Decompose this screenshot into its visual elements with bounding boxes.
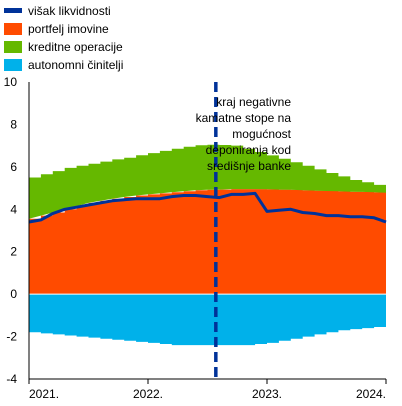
line-series xyxy=(28,191,387,224)
legend-swatch-3 xyxy=(4,8,22,13)
y-tick-label-6: 8 xyxy=(10,117,17,131)
legend-label-3: višak likvidnosti xyxy=(28,4,111,18)
legend-label-1: kreditne operacije xyxy=(28,40,123,54)
annotation-line-0: kraj negativne xyxy=(216,95,291,109)
x-tick-label-0: 2021. xyxy=(29,387,59,401)
x-tick-label-1: 2022. xyxy=(133,387,163,401)
legend-label-2: autonomni činitelji xyxy=(28,58,123,72)
x-tick-label-2: 2023. xyxy=(252,387,282,401)
y-tick-label-3: 2 xyxy=(10,245,17,259)
legend-label-0: portfelj imovine xyxy=(28,22,109,36)
annotation-group: kraj negativne kamatne stope na mogućnost d… xyxy=(196,95,292,173)
x-tick-label-3: 2024. xyxy=(356,387,386,401)
y-tick-label-1: -2 xyxy=(6,330,17,344)
annotation-line-4: središnje banke xyxy=(207,159,291,173)
y-tick-label-5: 6 xyxy=(10,160,17,174)
legend: višak likvidnosti portfelj imovine kreditn… xyxy=(4,4,123,72)
y-axis: -4 -2 0 2 4 6 8 10 xyxy=(4,75,30,386)
legend-swatch-0 xyxy=(4,23,22,35)
x-axis: 2021. 2022. 2023. 2024. xyxy=(28,378,387,401)
plot-areas xyxy=(29,144,386,346)
annotation-line-1: kamatne stope na xyxy=(196,111,292,125)
annotation-line-3: deponiranja kod xyxy=(206,143,291,157)
y-tick-label-2: 0 xyxy=(10,287,17,301)
annotation-line-2: mogućnost xyxy=(232,127,291,141)
y-tick-label-7: 10 xyxy=(4,75,18,89)
area-series-2 xyxy=(29,294,386,346)
y-tick-label-4: 4 xyxy=(10,202,17,216)
area-series-1 xyxy=(29,144,386,219)
y-tick-label-0: -4 xyxy=(6,372,17,386)
legend-swatch-2 xyxy=(4,59,22,71)
line-series-3 xyxy=(28,191,387,224)
area-series-0 xyxy=(29,189,386,295)
legend-swatch-1 xyxy=(4,41,22,53)
